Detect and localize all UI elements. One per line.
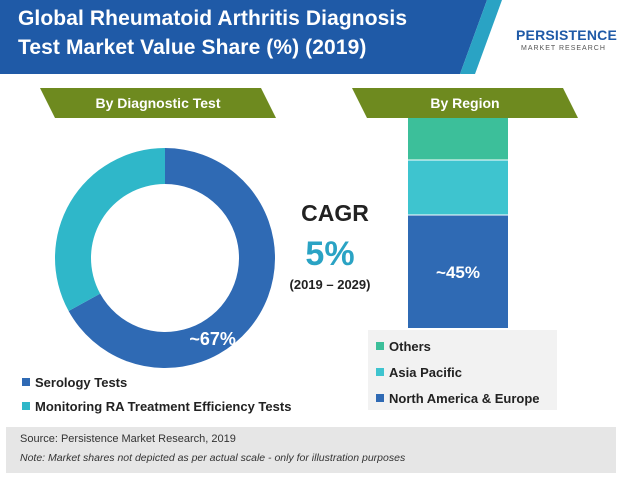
region-stacked-bar: ~45%: [408, 118, 508, 328]
cagr-value: 5%: [305, 235, 355, 273]
logo: PERSISTENCE MARKET RESEARCH: [516, 24, 617, 64]
legend-item-monitoring: Monitoring RA Treatment Efficiency Tests: [22, 398, 291, 416]
section-label-region-shape: [352, 88, 578, 118]
title-banner: Global Rheumatoid Arthritis Diagnosis Te…: [0, 0, 620, 74]
legend-item-asia-pacific: Asia Pacific: [376, 364, 462, 382]
chart-title-line-1: Global Rheumatoid Arthritis Diagnosis: [18, 7, 408, 30]
section-label-diagnostic: By Diagnostic Test: [40, 88, 276, 118]
cagr-label: CAGR: [301, 200, 369, 226]
donut-data-label-serology: ~67%: [189, 329, 236, 349]
legend-item-north-america-europe: North America & Europe: [376, 390, 540, 408]
donut-slice-serology: [68, 148, 275, 368]
region-legend: Others Asia Pacific North America & Euro…: [368, 330, 557, 410]
legend-swatch-monitoring: [22, 401, 30, 410]
diagnostic-legend: Serology Tests Monitoring RA Treatment E…: [22, 374, 352, 420]
legend-label-asia-pacific: Asia Pacific: [389, 365, 462, 381]
cagr-period: (2019 – 2029): [289, 277, 371, 292]
title-banner-shape: [0, 0, 502, 74]
legend-label-serology: Serology Tests: [35, 375, 128, 391]
bar-segment-north-america-europe: [408, 215, 508, 328]
section-label-diagnostic-text: By Diagnostic Test: [95, 95, 221, 111]
legend-swatch-serology: [22, 377, 30, 386]
donut-slice-monitoring: [55, 148, 166, 311]
donut-chart: ~67%: [55, 148, 275, 368]
note-text: Note: Market shares not depicted as per …: [20, 452, 406, 464]
source-text: Source: Persistence Market Research, 201…: [20, 433, 236, 445]
legend-item-serology: Serology Tests: [22, 374, 127, 392]
legend-label-monitoring: Monitoring RA Treatment Efficiency Tests: [35, 399, 292, 415]
legend-swatch-asia-pacific: [376, 367, 384, 376]
footer: Source: Persistence Market Research, 201…: [6, 427, 616, 473]
legend-label-others: Others: [389, 339, 431, 355]
logo-subtitle: MARKET RESEARCH: [521, 45, 606, 52]
legend-swatch-others: [376, 341, 384, 350]
legend-item-others: Others: [376, 338, 431, 356]
section-label-region-text: By Region: [430, 95, 500, 111]
section-label-region: By Region: [352, 88, 578, 118]
legend-label-north-america-europe: North America & Europe: [389, 391, 540, 407]
bar-data-label-north-america-europe: ~45%: [436, 263, 480, 282]
bar-segment-asia-pacific: [408, 160, 508, 216]
section-label-diagnostic-shape: [40, 88, 276, 118]
logo-name: PERSISTENCE: [516, 27, 617, 43]
chart-title-line-2: Test Market Value Share (%) (2019): [18, 36, 367, 59]
legend-swatch-north-america-europe: [376, 393, 384, 402]
bar-segment-others: [408, 118, 508, 161]
